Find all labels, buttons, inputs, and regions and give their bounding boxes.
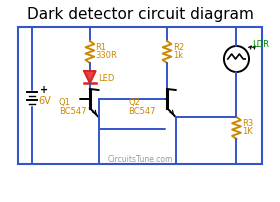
Text: 6V: 6V bbox=[39, 96, 52, 105]
Polygon shape bbox=[84, 72, 96, 84]
Text: Q1: Q1 bbox=[59, 98, 71, 107]
Text: 1K: 1K bbox=[242, 126, 253, 135]
Bar bbox=[18, 28, 262, 164]
Text: Dark detector circuit diagram: Dark detector circuit diagram bbox=[27, 6, 253, 21]
Text: BC547: BC547 bbox=[129, 106, 156, 115]
Text: Q2: Q2 bbox=[129, 98, 140, 107]
Text: +: + bbox=[40, 85, 48, 95]
Text: 330R: 330R bbox=[96, 51, 118, 60]
Text: R1: R1 bbox=[96, 43, 107, 52]
Text: LED: LED bbox=[99, 73, 115, 82]
Text: 1k: 1k bbox=[173, 51, 183, 60]
Text: R2: R2 bbox=[173, 43, 184, 52]
Text: CircuitsTune.com: CircuitsTune.com bbox=[107, 154, 173, 163]
Text: LDR: LDR bbox=[252, 39, 269, 48]
Text: R3: R3 bbox=[242, 118, 253, 127]
Text: BC547: BC547 bbox=[59, 106, 87, 115]
